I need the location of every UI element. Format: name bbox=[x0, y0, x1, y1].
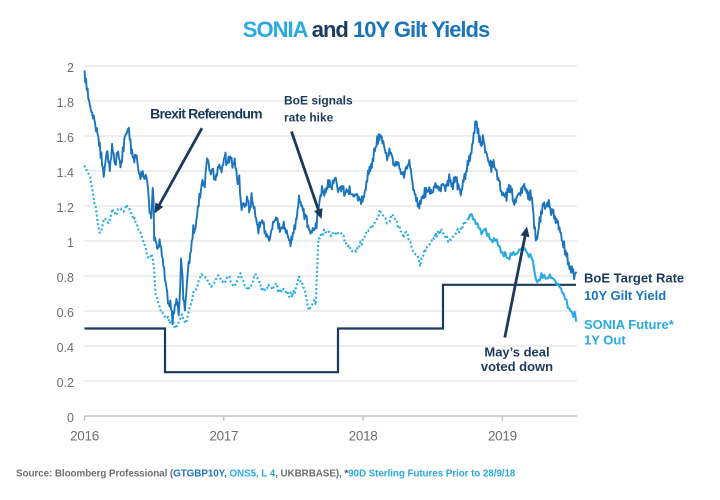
svg-text:2018: 2018 bbox=[349, 429, 378, 444]
svg-text:0.4: 0.4 bbox=[57, 341, 74, 355]
svg-text:0.6: 0.6 bbox=[57, 306, 74, 320]
svg-text:BoE Target Rate: BoE Target Rate bbox=[584, 271, 684, 286]
svg-text:2019: 2019 bbox=[488, 429, 517, 444]
svg-text:Source: Bloomberg Professional: Source: Bloomberg Professional (GTGBP10Y… bbox=[16, 469, 516, 480]
svg-text:2017: 2017 bbox=[209, 429, 238, 444]
svg-text:BoE signals: BoE signals bbox=[284, 94, 353, 108]
svg-text:10Y Gilt Yield: 10Y Gilt Yield bbox=[584, 288, 666, 303]
svg-text:0.8: 0.8 bbox=[57, 271, 74, 285]
svg-text:SONIA Future*: SONIA Future* bbox=[584, 317, 675, 332]
svg-text:1Y Out: 1Y Out bbox=[584, 333, 626, 348]
svg-text:May’s deal: May’s deal bbox=[484, 345, 549, 360]
svg-text:2016: 2016 bbox=[70, 429, 99, 444]
svg-text:1.8: 1.8 bbox=[57, 96, 74, 110]
svg-text:1.4: 1.4 bbox=[57, 166, 74, 180]
svg-text:2: 2 bbox=[67, 61, 74, 75]
svg-text:voted down: voted down bbox=[481, 359, 553, 374]
svg-text:rate hike: rate hike bbox=[284, 111, 334, 125]
svg-text:1: 1 bbox=[67, 236, 74, 250]
svg-text:1.6: 1.6 bbox=[57, 131, 74, 145]
svg-text:0.2: 0.2 bbox=[57, 376, 74, 390]
svg-text:0: 0 bbox=[67, 411, 74, 425]
svg-text:Brexit Referendum: Brexit Referendum bbox=[150, 106, 262, 122]
svg-text:1.2: 1.2 bbox=[57, 201, 74, 215]
svg-text:SONIA and 10Y Gilt Yields: SONIA and 10Y Gilt Yields bbox=[243, 17, 490, 42]
